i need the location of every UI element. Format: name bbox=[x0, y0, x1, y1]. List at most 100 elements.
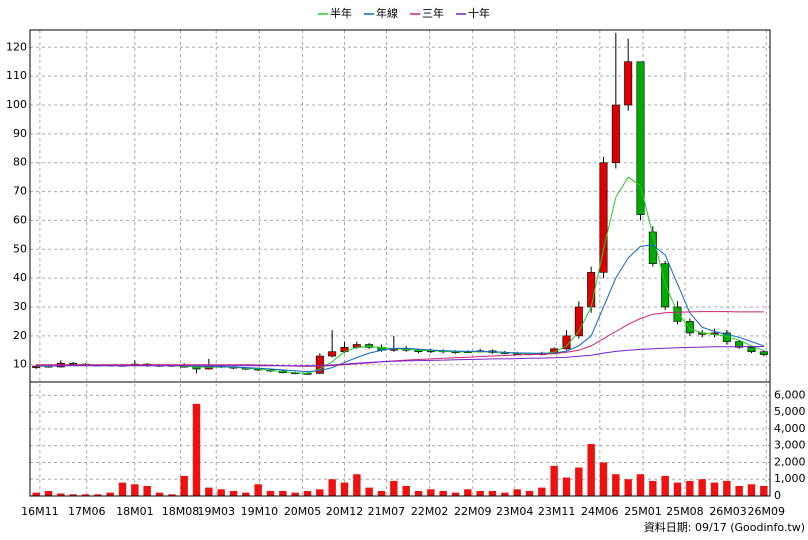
plot-frame bbox=[29, 29, 771, 497]
x-tick-label: 26M03 bbox=[709, 505, 747, 518]
volume-bar bbox=[673, 482, 682, 496]
candle-body bbox=[365, 344, 374, 348]
x-tick-label: 22M02 bbox=[411, 505, 449, 518]
volume-bar bbox=[291, 492, 299, 496]
x-tick-label: 23M04 bbox=[496, 505, 534, 518]
y2-tick-label: 6,000 bbox=[774, 388, 806, 401]
y-tick-label: 10 bbox=[13, 358, 27, 371]
y-tick-label: 100 bbox=[6, 98, 27, 111]
candle-body bbox=[611, 104, 620, 164]
volume-bar bbox=[439, 490, 447, 496]
candle-body bbox=[661, 263, 670, 308]
volume-bar bbox=[501, 492, 509, 496]
volume-bar bbox=[464, 489, 472, 496]
volume-bar bbox=[266, 490, 275, 496]
volume-bar bbox=[365, 487, 373, 496]
candle-body bbox=[759, 351, 768, 355]
candle-body bbox=[315, 355, 324, 374]
x-tick-label: 21M07 bbox=[368, 505, 406, 518]
volume-bar bbox=[106, 492, 114, 496]
candle-body bbox=[636, 61, 645, 215]
candle-body bbox=[685, 321, 694, 334]
x-tick-label: 22M09 bbox=[454, 505, 492, 518]
volume-bar bbox=[427, 489, 435, 496]
volume-bar bbox=[180, 475, 188, 496]
volume-bar bbox=[94, 494, 102, 496]
volume-bar bbox=[747, 484, 756, 496]
volume-bar bbox=[353, 474, 361, 496]
volume-bar bbox=[599, 462, 608, 496]
volume-bar bbox=[538, 487, 546, 496]
y-tick-label: 110 bbox=[6, 69, 27, 82]
x-tick-label: 23M11 bbox=[538, 505, 576, 518]
legend-label: 年線 bbox=[376, 6, 398, 20]
volume-bar bbox=[612, 474, 620, 496]
x-tick-label: 24M06 bbox=[581, 505, 619, 518]
y-tick-label: 20 bbox=[13, 329, 27, 342]
y2-tick-label: 1,000 bbox=[774, 472, 806, 485]
volume-bar bbox=[710, 482, 719, 496]
x-tick-label: 19M10 bbox=[241, 505, 279, 518]
y-tick-label: 80 bbox=[13, 156, 27, 169]
x-tick-label: 20M12 bbox=[326, 505, 364, 518]
volume-bar bbox=[44, 490, 53, 496]
y-tick-label: 70 bbox=[13, 185, 27, 198]
legend-label: 半年 bbox=[330, 6, 352, 20]
footnote: 資料日期: 09/17 (Goodinfo.tw) bbox=[644, 520, 805, 534]
volume-bar bbox=[760, 485, 768, 496]
y2-tick-label: 4,000 bbox=[774, 422, 806, 435]
volume-bar bbox=[131, 484, 139, 496]
x-tick-label: 25M01 bbox=[624, 505, 662, 518]
x-tick-label: 20M05 bbox=[284, 505, 322, 518]
volume-bar bbox=[340, 482, 349, 496]
x-tick-label: 19M03 bbox=[197, 505, 235, 518]
candle-body bbox=[328, 351, 337, 357]
volume-bar bbox=[192, 403, 201, 496]
volume-bar bbox=[143, 485, 151, 496]
candle-body bbox=[747, 347, 756, 353]
volume-bar bbox=[735, 485, 743, 496]
volume-bar bbox=[118, 482, 127, 496]
volume-bar bbox=[303, 490, 312, 496]
y-tick-label: 60 bbox=[13, 213, 27, 226]
volume-bar bbox=[402, 485, 410, 496]
volume-bar bbox=[451, 492, 460, 496]
x-tick-label: 17M06 bbox=[68, 505, 106, 518]
volume-bar bbox=[377, 490, 386, 496]
x-tick-label: 26M09 bbox=[748, 505, 786, 518]
volume-bar bbox=[525, 490, 534, 496]
volume-bar bbox=[698, 479, 706, 496]
volume-bar bbox=[316, 489, 324, 496]
volume-bar bbox=[723, 480, 731, 496]
volume-bar bbox=[32, 492, 40, 496]
volume-bar bbox=[328, 479, 336, 496]
candle-body bbox=[599, 162, 608, 273]
y2-tick-label: 0 bbox=[774, 489, 781, 502]
volume-bar bbox=[81, 494, 90, 496]
volume-bar bbox=[488, 490, 497, 496]
volume-bar bbox=[69, 494, 77, 496]
y-tick-label: 40 bbox=[13, 271, 27, 284]
volume-bar bbox=[575, 467, 583, 496]
y-tick-label: 50 bbox=[13, 242, 27, 255]
volume-bar bbox=[242, 492, 250, 496]
volume-bar bbox=[57, 493, 65, 496]
volume-bar bbox=[414, 490, 423, 496]
volume-bar bbox=[550, 465, 558, 496]
y2-tick-label: 5,000 bbox=[774, 405, 806, 418]
volume-bar bbox=[649, 480, 657, 496]
candle-body bbox=[735, 341, 744, 348]
y2-tick-label: 3,000 bbox=[774, 439, 806, 452]
volume-bar bbox=[476, 490, 484, 496]
volume-bar bbox=[229, 490, 238, 496]
candle-body bbox=[624, 61, 633, 106]
candle-body bbox=[587, 272, 596, 308]
volume-bar bbox=[587, 444, 595, 496]
y-tick-label: 120 bbox=[6, 40, 27, 53]
y2-tick-label: 2,000 bbox=[774, 455, 806, 468]
volume-bar bbox=[279, 490, 287, 496]
volume-bar bbox=[513, 489, 521, 496]
volume-bar bbox=[217, 489, 225, 496]
x-tick-label: 16M11 bbox=[21, 505, 59, 518]
